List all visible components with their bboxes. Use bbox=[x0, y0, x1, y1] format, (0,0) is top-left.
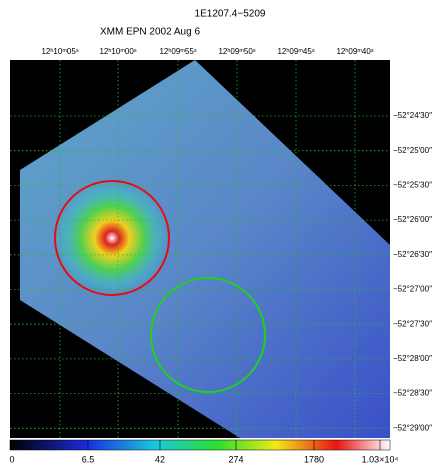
dec-label: −52°28′00″ bbox=[393, 354, 432, 363]
dec-label: −52°27′00″ bbox=[393, 285, 432, 294]
ra-label: 12ʰ10ᵐ00ˢ bbox=[99, 47, 136, 56]
dec-label: −52°27′30″ bbox=[393, 319, 432, 328]
ra-label: 12ʰ09ᵐ55ˢ bbox=[159, 47, 196, 56]
colorbar bbox=[10, 440, 390, 450]
title: 1E1207.4−5209 bbox=[195, 9, 266, 20]
dec-label: −52°24′30″ bbox=[393, 111, 432, 120]
ra-label: 12ʰ09ᵐ50ˢ bbox=[218, 47, 255, 56]
colorbar-label: 1.03×10⁴ bbox=[362, 454, 399, 464]
ra-label: 12ʰ10ᵐ05ˢ bbox=[41, 47, 78, 56]
ra-label: 12ʰ09ᵐ40ˢ bbox=[336, 47, 373, 56]
colorbar-label: 0 bbox=[9, 454, 14, 464]
subtitle: XMM EPN 2002 Aug 6 bbox=[100, 27, 200, 38]
dec-label: −52°29′00″ bbox=[393, 423, 432, 432]
colorbar-label: 6.5 bbox=[82, 454, 95, 464]
ra-label: 12ʰ09ᵐ45ˢ bbox=[277, 47, 314, 56]
colorbar-label: 42 bbox=[155, 454, 165, 464]
colorbar-label: 1780 bbox=[304, 454, 324, 464]
dec-label: −52°25′00″ bbox=[393, 146, 432, 155]
dec-label: −52°26′00″ bbox=[393, 215, 432, 224]
colorbar-label: 274 bbox=[228, 454, 243, 464]
image-figure: 1E1207.4−5209 XMM EPN 2002 Aug 6 12ʰ10ᵐ0… bbox=[0, 0, 438, 468]
dec-label: −52°28′30″ bbox=[393, 389, 432, 398]
dec-label: −52°26′30″ bbox=[393, 250, 432, 259]
dec-label: −52°25′30″ bbox=[393, 181, 432, 190]
